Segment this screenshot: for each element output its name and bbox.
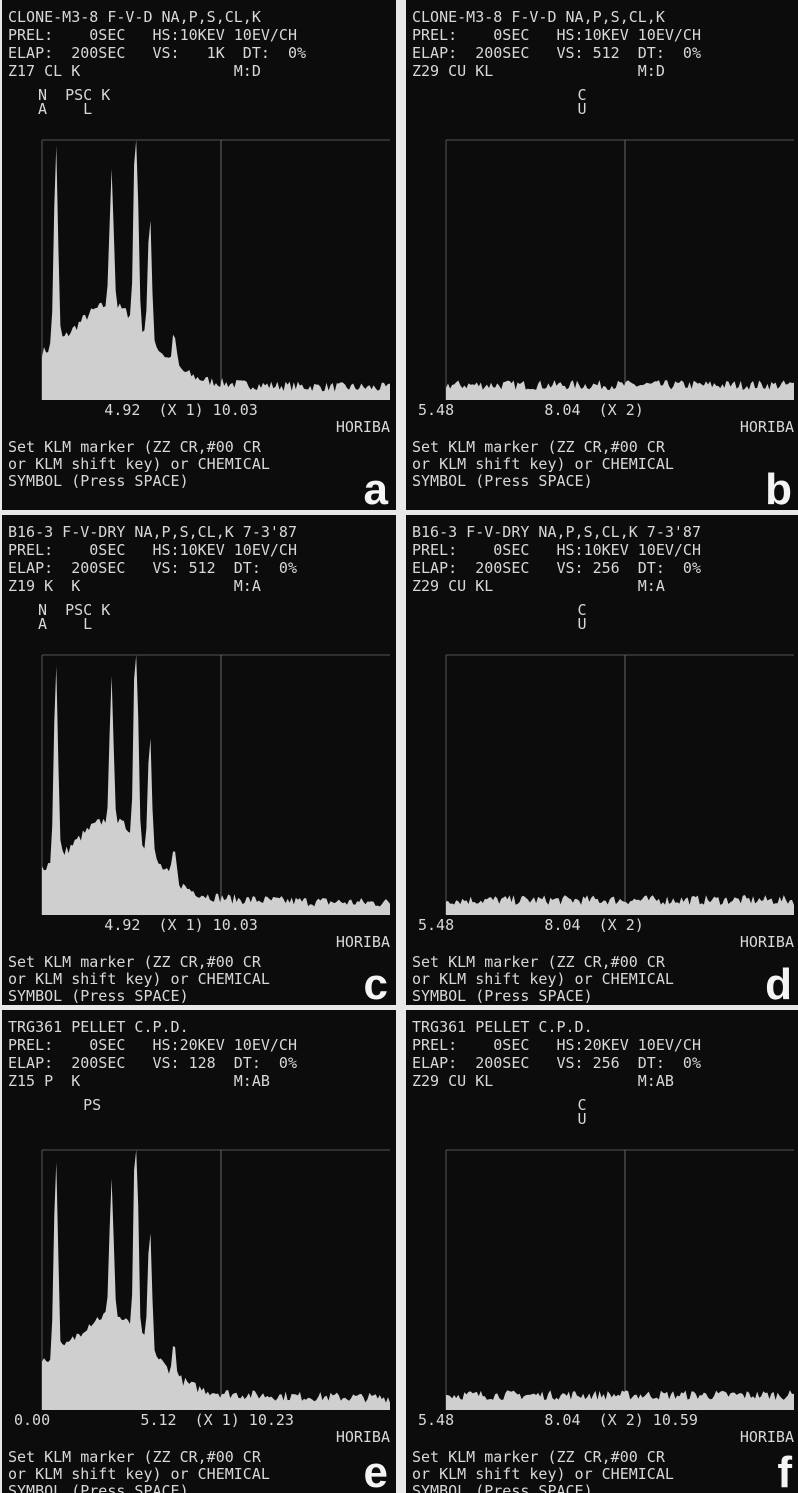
header-line: Z17 CL K M:D [8, 62, 261, 80]
footer-line: or KLM shift key) or CHEMICAL [412, 1465, 674, 1483]
peak-marker: U [442, 615, 587, 633]
header-line: CLONE-M3-8 F-V-D NA,P,S,CL,K [412, 8, 665, 26]
brand: HORIBA [740, 418, 794, 436]
header-line: PREL: 0SEC HS:20KEV 10EV/CH [8, 1036, 297, 1054]
brand: HORIBA [336, 1428, 390, 1446]
spectrum [446, 895, 794, 915]
screen [406, 1010, 798, 1493]
header-line: TRG361 PELLET C.P.D. [412, 1018, 593, 1036]
panel-letter: b [765, 465, 792, 514]
header-line: ELAP: 200SEC VS: 128 DT: 0% [8, 1054, 297, 1072]
footer-line: Set KLM marker (ZZ CR,#00 CR [412, 438, 666, 456]
footer-line: or KLM shift key) or CHEMICAL [8, 970, 270, 988]
header-line: ELAP: 200SEC VS: 512 DT: 0% [8, 559, 297, 577]
panel-letter: a [364, 465, 389, 514]
footer-line: SYMBOL (Press SPACE) . [412, 1482, 611, 1493]
footer-line: or KLM shift key) or CHEMICAL [8, 455, 270, 473]
screen [2, 515, 396, 1005]
header-line: PREL: 0SEC HS:10KEV 10EV/CH [8, 26, 297, 44]
peak-marker: N PSC K [38, 86, 110, 104]
screen [406, 0, 798, 510]
header-line: Z29 CU KL M:D [412, 62, 665, 80]
footer-line: Set KLM marker (ZZ CR,#00 CR [8, 1448, 262, 1466]
header-line: Z29 CU KL M:A [412, 577, 665, 595]
peak-marker: C [442, 1096, 587, 1114]
spectrum [42, 140, 390, 400]
header-line: Z19 K K M:A [8, 577, 261, 595]
header-line: B16-3 F-V-DRY NA,P,S,CL,K 7-3'87 [8, 523, 297, 541]
brand: HORIBA [740, 933, 794, 951]
spectrum [42, 655, 390, 915]
panel: TRG361 PELLET C.P.D.PREL: 0SEC HS:20KEV … [2, 1010, 396, 1493]
spectrum [42, 1150, 390, 1410]
axis-label: 4.92 (X 1) 10.03 [14, 401, 258, 419]
peak-marker: A L [38, 100, 92, 118]
footer-line: Set KLM marker (ZZ CR,#00 CR [412, 953, 666, 971]
screen [2, 0, 396, 510]
panel-letter: d [765, 960, 792, 1009]
footer-line: SYMBOL (Press SPACE) [8, 987, 189, 1005]
header-line: ELAP: 200SEC VS: 256 DT: 0% [412, 1054, 701, 1072]
brand: HORIBA [336, 933, 390, 951]
header-line: PREL: 0SEC HS:10KEV 10EV/CH [8, 541, 297, 559]
peak-marker: N PSC K [38, 601, 110, 619]
footer-line: or KLM shift key) or CHEMICAL [8, 1465, 270, 1483]
spectrum [446, 1390, 794, 1410]
screen [406, 515, 798, 1005]
footer-line: SYMBOL (Press SPACE) [8, 472, 189, 490]
axis-label: 0.00 5.12 (X 1) 10.23 [14, 1411, 294, 1429]
header-line: PREL: 0SEC HS:10KEV 10EV/CH [412, 26, 701, 44]
axis-label: 4.92 (X 1) 10.03 [14, 916, 258, 934]
header-line: ELAP: 200SEC VS: 1K DT: 0% [8, 44, 306, 62]
axis-label: 5.48 8.04 (X 2) [418, 401, 644, 419]
peak-marker: C [442, 86, 587, 104]
panel-letter: f [777, 1448, 792, 1493]
brand: HORIBA [740, 1428, 794, 1446]
footer-line: SYMBOL (Press SPACE) [412, 472, 593, 490]
header-line: PREL: 0SEC HS:20KEV 10EV/CH [412, 1036, 701, 1054]
peak-marker: A L [38, 615, 92, 633]
header-line: B16-3 F-V-DRY NA,P,S,CL,K 7-3'87 [412, 523, 701, 541]
peak-marker: U [442, 1110, 587, 1128]
axis-label: 5.48 8.04 (X 2) 10.59 [418, 1411, 698, 1429]
header-line: ELAP: 200SEC VS: 512 DT: 0% [412, 44, 701, 62]
header-line: TRG361 PELLET C.P.D. [8, 1018, 189, 1036]
footer-line: SYMBOL (Press SPACE) [412, 987, 593, 1005]
footer-line: SYMBOL (Press SPACE) [8, 1482, 189, 1493]
brand: HORIBA [336, 418, 390, 436]
footer-line: or KLM shift key) or CHEMICAL [412, 970, 674, 988]
panel-letter: e [364, 1448, 388, 1493]
peak-marker: U [442, 100, 587, 118]
header-line: CLONE-M3-8 F-V-D NA,P,S,CL,K [8, 8, 261, 26]
peak-marker: C [442, 601, 587, 619]
header-line: ELAP: 200SEC VS: 256 DT: 0% [412, 559, 701, 577]
peak-marker: PS [38, 1096, 101, 1114]
spectrum [446, 380, 794, 400]
axis-label: 5.48 8.04 (X 2) [418, 916, 644, 934]
header-line: PREL: 0SEC HS:10KEV 10EV/CH [412, 541, 701, 559]
footer-line: or KLM shift key) or CHEMICAL [412, 455, 674, 473]
header-line: Z15 P K M:AB [8, 1072, 270, 1090]
footer-line: Set KLM marker (ZZ CR,#00 CR [8, 438, 262, 456]
header-line: Z29 CU KL M:AB [412, 1072, 674, 1090]
screen [2, 1010, 396, 1493]
footer-line: Set KLM marker (ZZ CR,#00 CR [412, 1448, 666, 1466]
panel: TRG361 PELLET C.P.D.PREL: 0SEC HS:20KEV … [406, 1010, 798, 1493]
footer-line: Set KLM marker (ZZ CR,#00 CR [8, 953, 262, 971]
panel-letter: c [364, 960, 388, 1009]
